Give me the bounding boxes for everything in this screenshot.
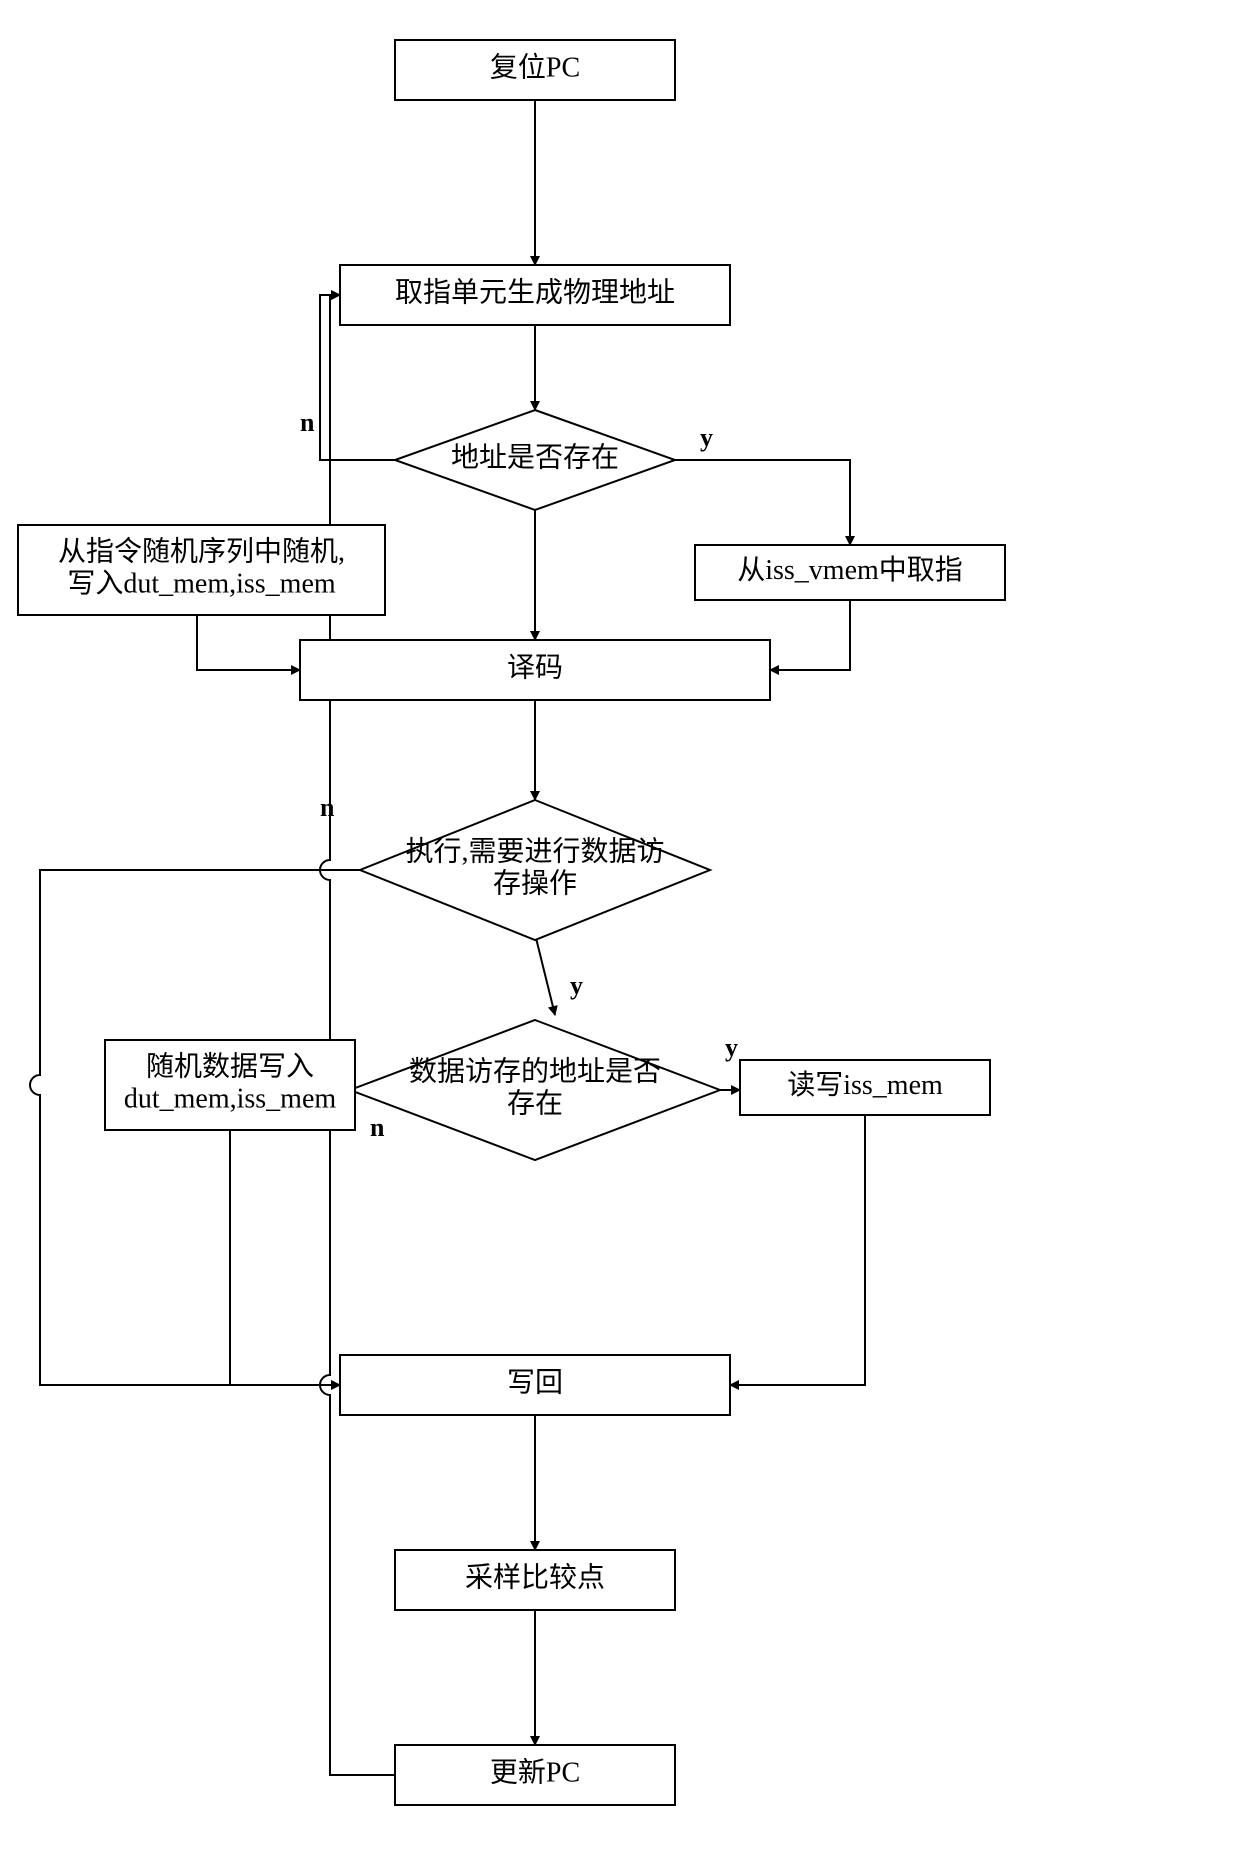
node-fetch_iss: 从iss_vmem中取指: [695, 545, 1005, 600]
edge: [197, 615, 300, 670]
node-rnd_instr: 从指令随机序列中随机,写入dut_mem,iss_mem: [18, 525, 385, 615]
edge-label: n: [300, 408, 315, 437]
edge-label: n: [370, 1113, 385, 1142]
edge: [230, 1130, 340, 1385]
node-daddr: 数据访存的地址是否存在: [350, 1020, 720, 1160]
node-rnd_data: 随机数据写入dut_mem,iss_mem: [105, 1040, 355, 1130]
node-text: 更新PC: [490, 1756, 580, 1788]
node-sample: 采样比较点: [395, 1550, 675, 1610]
node-text: 随机数据写入: [146, 1050, 314, 1082]
node-text: 读写iss_mem: [787, 1069, 943, 1101]
node-text: 复位PC: [490, 51, 580, 83]
node-text: 取指单元生成物理地址: [395, 276, 675, 308]
node-text: 存操作: [493, 868, 577, 900]
node-text: 从iss_vmem中取指: [737, 554, 963, 586]
node-text: 采样比较点: [465, 1561, 605, 1593]
node-update: 更新PC: [395, 1745, 675, 1805]
edge-label: n: [320, 793, 335, 822]
node-text: 写入dut_mem,iss_mem: [67, 569, 336, 600]
edge: [536, 938, 555, 1015]
node-exec: 执行,需要进行数据访存操作: [360, 800, 710, 940]
node-decode: 译码: [300, 640, 770, 700]
node-wb: 写回: [340, 1355, 730, 1415]
node-text: 存在: [507, 1088, 563, 1120]
edge: [675, 460, 850, 545]
node-rw_iss: 读写iss_mem: [740, 1060, 990, 1115]
node-fetch: 取指单元生成物理地址: [340, 265, 730, 325]
edge: [770, 600, 850, 670]
node-text: 执行,需要进行数据访: [405, 835, 664, 867]
node-addr: 地址是否存在: [395, 410, 675, 510]
edge: [730, 1115, 865, 1385]
node-text: 地址是否存在: [451, 441, 619, 473]
node-text: dut_mem,iss_mem: [124, 1084, 337, 1115]
node-text: 译码: [507, 652, 563, 683]
edge-label: y: [700, 423, 713, 452]
node-text: 写回: [507, 1367, 563, 1398]
node-reset: 复位PC: [395, 40, 675, 100]
edge-label: y: [725, 1033, 738, 1062]
edge-label: y: [570, 971, 583, 1000]
node-text: 从指令随机序列中随机,: [58, 535, 345, 567]
edge: [320, 295, 395, 1775]
node-text: 数据访存的地址是否: [409, 1055, 661, 1087]
